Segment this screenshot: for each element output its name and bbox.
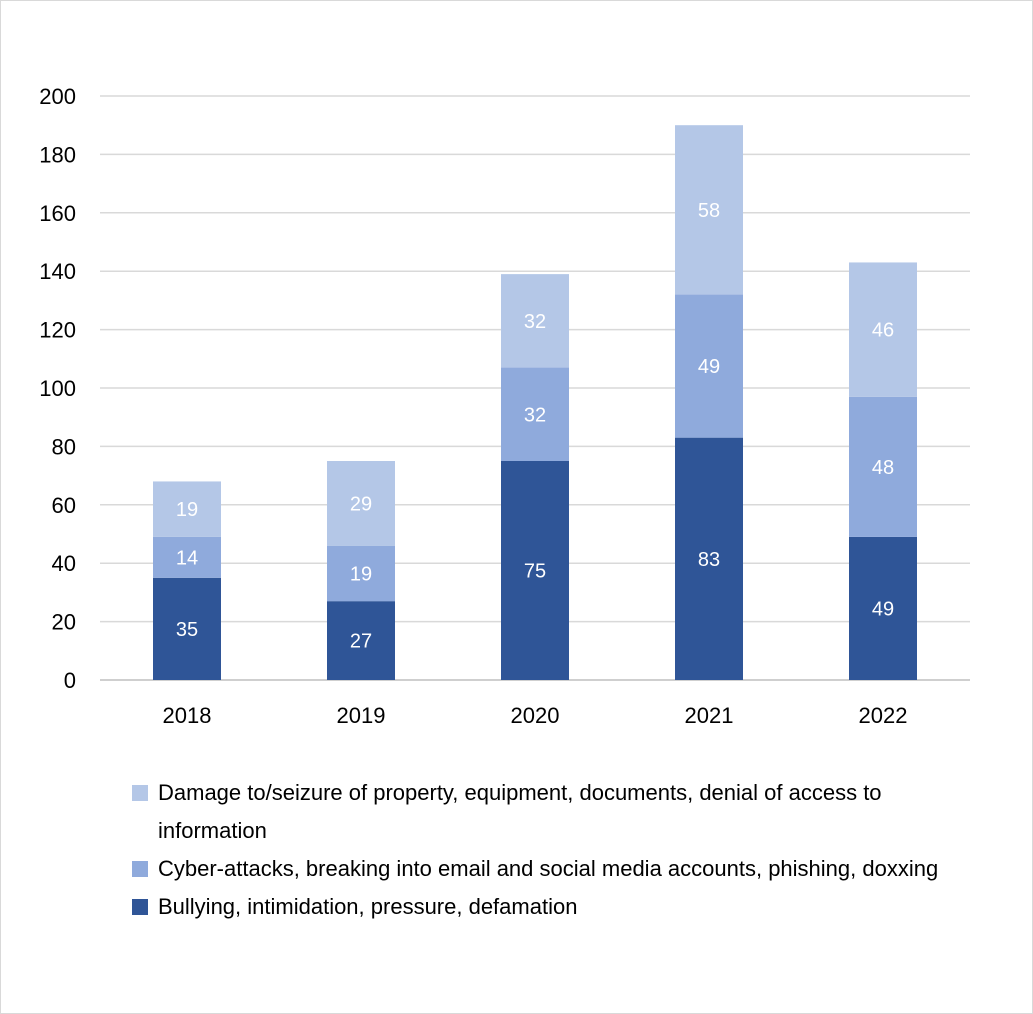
y-tick-label: 0	[64, 668, 76, 693]
y-tick-label: 80	[52, 434, 76, 459]
bar-2019-series-2	[327, 461, 395, 546]
stacked-bar-chart: 0 20 40 60 80 100 120 140 160 180 200 35 14 19 27 19 29…	[39, 84, 970, 728]
x-axis-ticks: 2018 2019 2020 2021 2022	[163, 703, 908, 728]
y-tick-label: 20	[52, 610, 76, 635]
data-label: 19	[350, 563, 372, 585]
y-tick-label: 120	[39, 318, 76, 343]
data-label: 83	[698, 549, 720, 571]
bar-2022-series-1	[849, 396, 917, 537]
data-label: 14	[176, 547, 198, 569]
y-tick-label: 40	[52, 551, 76, 576]
bar-2018-series-0	[153, 577, 221, 680]
bar-2022-series-2	[849, 262, 917, 397]
bar-2019-series-0	[327, 601, 395, 680]
data-label: 32	[524, 404, 546, 426]
bar-2020-series-2	[501, 274, 569, 368]
gridlines	[100, 95, 970, 681]
bar-2021-series-1	[675, 294, 743, 438]
legend-item-damage: Damage to/seizure of property, equipment…	[132, 774, 952, 850]
y-axis-ticks: 0 20 40 60 80 100 120 140 160 180 200	[39, 84, 76, 693]
x-tick-label: 2020	[511, 703, 560, 728]
data-label: 49	[698, 356, 720, 378]
legend-label-damage: Damage to/seizure of property, equipment…	[158, 780, 882, 843]
legend-swatch-cyber	[132, 861, 148, 877]
data-label: 75	[524, 561, 546, 583]
x-tick-label: 2021	[685, 703, 734, 728]
bar-2020-series-0	[501, 461, 569, 680]
legend-swatch-bullying	[132, 899, 148, 915]
bar-2019-series-1	[327, 545, 395, 602]
legend-label-bullying: Bullying, intimidation, pressure, defama…	[158, 894, 578, 919]
data-label: 58	[698, 200, 720, 222]
legend: Damage to/seizure of property, equipment…	[132, 774, 952, 926]
data-label: 32	[524, 311, 546, 333]
legend-label-cyber: Cyber-attacks, breaking into email and s…	[158, 856, 939, 881]
bar-2020-series-1	[501, 367, 569, 461]
data-label: 46	[872, 320, 894, 342]
data-label: 48	[872, 457, 894, 479]
data-label: 29	[350, 493, 372, 515]
y-tick-label: 200	[39, 84, 76, 109]
bar-2018-series-1	[153, 536, 221, 578]
x-tick-label: 2019	[337, 703, 386, 728]
data-label: 19	[176, 499, 198, 521]
y-tick-label: 60	[52, 493, 76, 518]
data-label: 49	[872, 598, 894, 620]
y-tick-label: 140	[39, 259, 76, 284]
bar-2021-series-0	[675, 437, 743, 680]
data-label: 27	[350, 631, 372, 653]
bar-2021-series-2	[675, 125, 743, 295]
y-tick-label: 180	[39, 142, 76, 167]
data-label: 35	[176, 619, 198, 641]
bars: 35 14 19 27 19 29 75 32 32 83 49 58 49 48 46	[153, 125, 917, 680]
y-tick-label: 160	[39, 201, 76, 226]
legend-item-cyber: Cyber-attacks, breaking into email and s…	[132, 850, 952, 888]
bar-2018-series-2	[153, 481, 221, 537]
y-tick-label: 100	[39, 376, 76, 401]
x-tick-label: 2018	[163, 703, 212, 728]
bar-2022-series-0	[849, 536, 917, 680]
legend-item-bullying: Bullying, intimidation, pressure, defama…	[132, 888, 952, 926]
legend-swatch-damage	[132, 785, 148, 801]
x-tick-label: 2022	[859, 703, 908, 728]
